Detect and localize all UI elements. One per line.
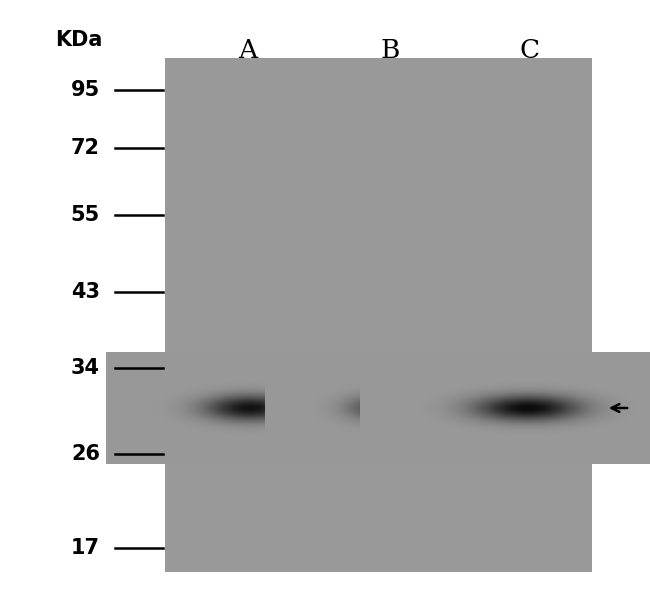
Text: 72: 72 xyxy=(71,138,100,158)
Text: 26: 26 xyxy=(71,444,100,464)
Text: 43: 43 xyxy=(71,282,100,302)
Text: KDa: KDa xyxy=(55,30,103,50)
Text: 17: 17 xyxy=(71,538,100,558)
Text: A: A xyxy=(239,38,257,63)
Text: C: C xyxy=(520,38,540,63)
Text: 55: 55 xyxy=(71,205,100,225)
Bar xyxy=(165,58,592,572)
Text: 34: 34 xyxy=(71,358,100,378)
Text: B: B xyxy=(380,38,400,63)
Text: 95: 95 xyxy=(71,80,100,100)
